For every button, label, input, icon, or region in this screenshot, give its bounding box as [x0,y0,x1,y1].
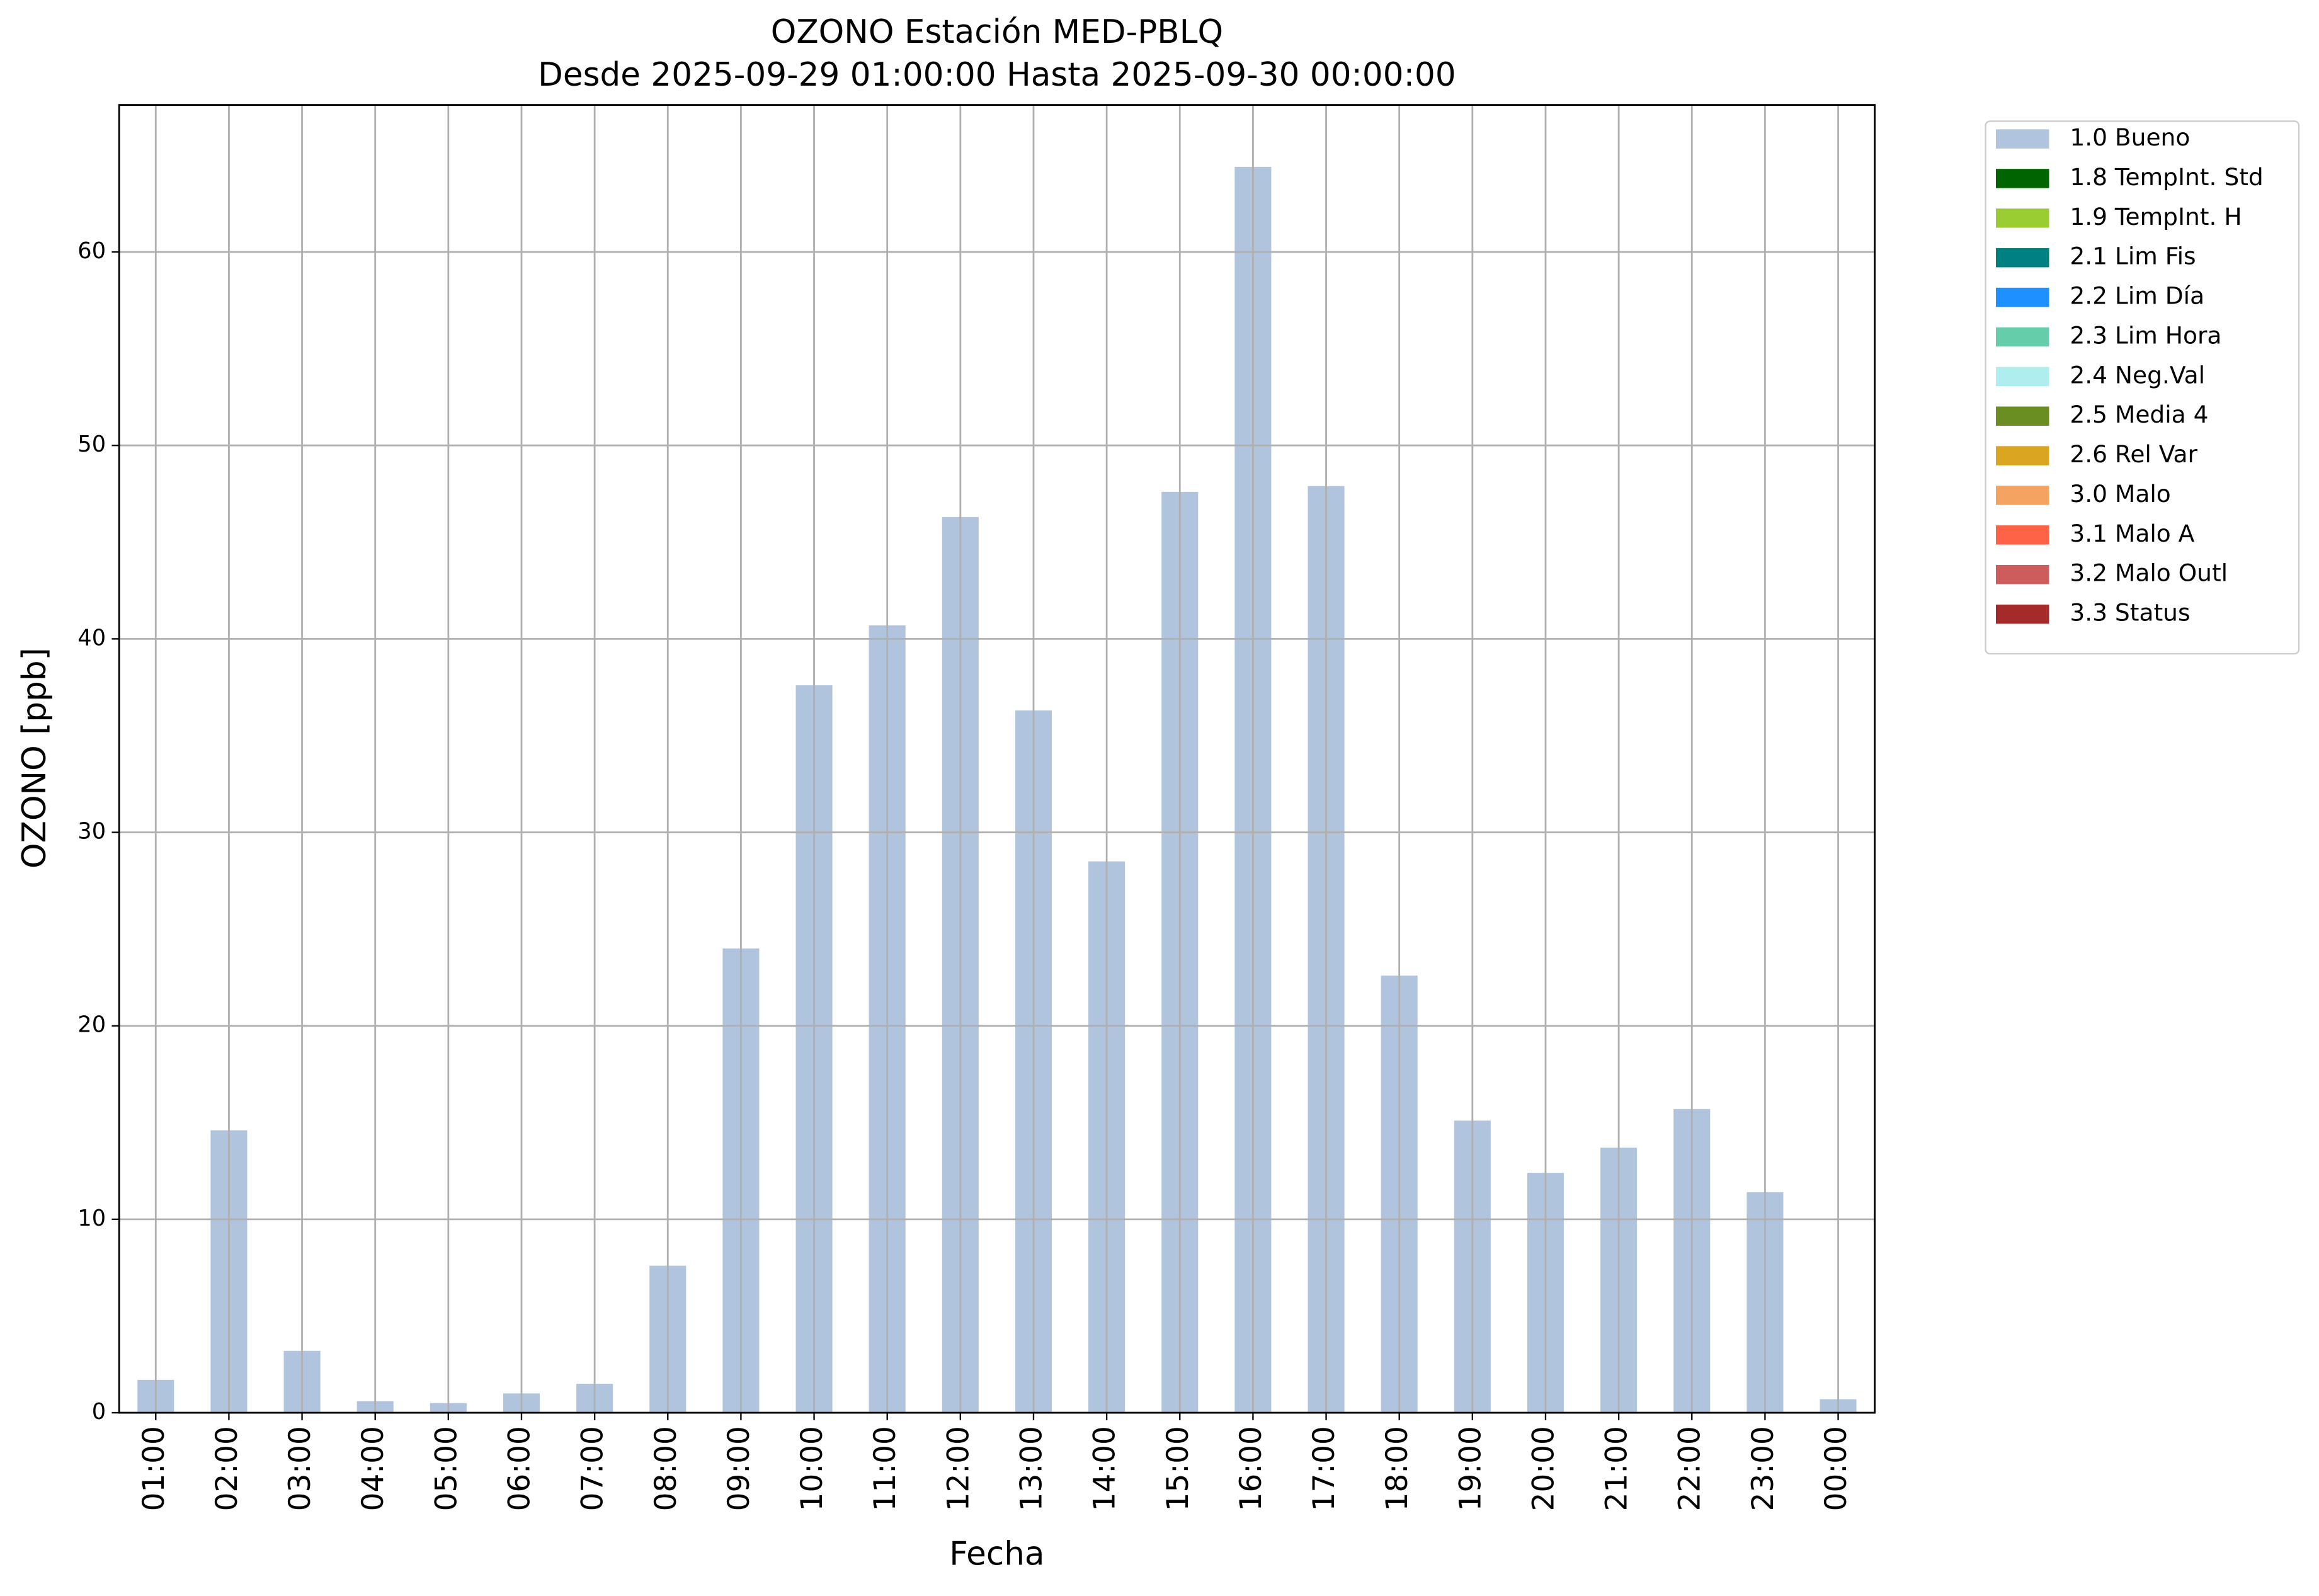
legend-label: 3.0 Malo [2070,480,2170,508]
x-tick-label: 01:00 [137,1426,171,1511]
legend-swatch [1996,367,2049,387]
x-tick-label: 07:00 [576,1426,610,1511]
x-tick-label: 11:00 [868,1426,903,1511]
legend-swatch [1996,525,2049,545]
legend-label: 2.4 Neg.Val [2070,361,2205,389]
x-tick-label: 06:00 [502,1426,537,1511]
y-tick-label: 50 [77,431,106,457]
x-tick-label: 23:00 [1746,1426,1781,1511]
x-tick-label: 04:00 [356,1426,390,1511]
legend-swatch [1996,446,2049,465]
x-tick-label: 10:00 [795,1426,829,1511]
x-tick-label: 22:00 [1673,1426,1707,1511]
legend-label: 2.6 Rel Var [2070,440,2197,468]
legend-label: 2.5 Media 4 [2070,401,2208,428]
y-tick-label: 0 [92,1399,106,1425]
y-tick-label: 20 [77,1012,106,1038]
x-tick-label: 19:00 [1453,1426,1488,1511]
legend-label: 1.0 Bueno [2070,123,2190,151]
legend-swatch [1996,327,2049,347]
x-axis-label: Fecha [949,1536,1044,1573]
x-tick-label: 12:00 [941,1426,976,1511]
legend-swatch [1996,406,2049,426]
legend-swatch [1996,287,2049,307]
plot-frame [118,104,1876,1414]
legend-label: 1.9 TempInt. H [2070,203,2242,231]
x-tick-label: 18:00 [1380,1426,1415,1511]
legend-swatch [1996,208,2049,228]
x-tick-label: 05:00 [429,1426,464,1511]
x-tick-label: 21:00 [1600,1426,1634,1511]
x-tick-label: 13:00 [1014,1426,1049,1511]
legend-label: 3.3 Status [2070,599,2190,627]
x-tick-label: 16:00 [1234,1426,1268,1511]
x-tick-label: 17:00 [1307,1426,1342,1511]
x-tick-label: 09:00 [722,1426,756,1511]
legend-swatch [1996,604,2049,624]
legend-label: 2.1 Lim Fis [2070,242,2196,270]
y-tick-label: 10 [77,1206,106,1231]
y-tick-label: 40 [77,625,106,651]
legend-label: 2.2 Lim Día [2070,282,2204,310]
x-tick-label: 00:00 [1819,1426,1854,1511]
y-tick-label: 30 [77,819,106,845]
y-axis-label: OZONO [ppb] [16,647,54,869]
x-tick-label: 08:00 [649,1426,683,1511]
legend-label: 3.1 Malo A [2070,520,2194,547]
y-tick-label: 60 [77,238,106,264]
legend-swatch [1996,564,2049,584]
chart-subtitle: Desde 2025-09-29 01:00:00 Hasta 2025-09-… [538,56,1456,94]
legend-box [1985,120,2300,655]
legend-label: 3.2 Malo Outl [2070,559,2228,587]
x-tick-label: 15:00 [1161,1426,1195,1511]
x-tick-label: 02:00 [210,1426,244,1511]
legend-label: 2.3 Lim Hora [2070,321,2221,349]
legend-swatch [1996,169,2049,188]
x-tick-label: 14:00 [1088,1426,1122,1511]
legend-swatch [1996,129,2049,149]
chart-title: OZONO Estación MED-PBLQ [771,13,1223,51]
legend-label: 1.8 TempInt. Std [2070,163,2263,191]
x-tick-label: 03:00 [283,1426,317,1511]
legend-swatch [1996,248,2049,268]
legend-swatch [1996,486,2049,505]
x-tick-label: 20:00 [1526,1426,1561,1511]
